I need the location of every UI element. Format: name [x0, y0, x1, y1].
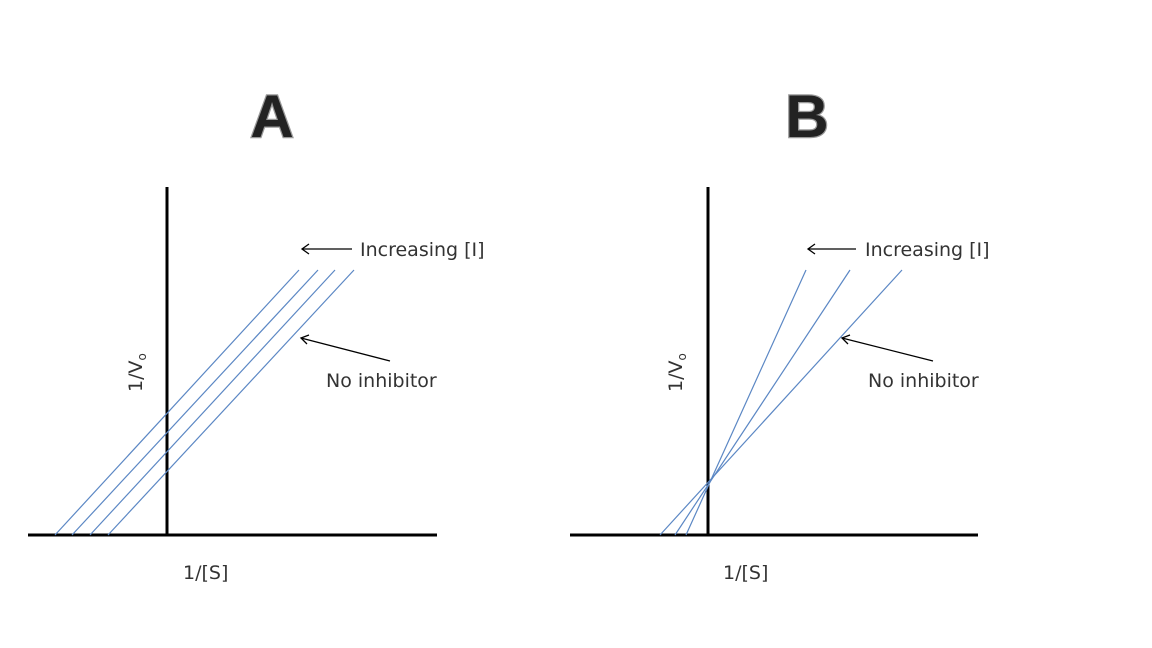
panel-a-x-axis-label: 1/[S]: [183, 562, 228, 584]
panel-b-line-3: [685, 269, 807, 536]
panel-a-y-axis-label: 1/Vo: [125, 353, 149, 392]
panel-a-line-3: [89, 269, 336, 536]
panel-a-no-inhibitor-arrow: [299, 334, 391, 362]
panel-a-no-inhibitor-label: No inhibitor: [326, 370, 437, 392]
panel-b: B Increasing [I] No inhibitor 1/Vo 1/[S]: [570, 82, 990, 584]
panel-a-line-2: [71, 269, 319, 536]
panel-a-line-4: [107, 269, 355, 536]
panel-b-y-axis-label: 1/Vo: [665, 353, 689, 392]
panel-b-x-axis-label: 1/[S]: [723, 562, 768, 584]
panel-a-line-1: [54, 269, 300, 536]
panel-b-increasing-label: Increasing [I]: [865, 239, 990, 261]
panel-b-line-1: [659, 269, 903, 536]
panel-a-increasing-arrow: [300, 243, 352, 255]
panel-b-increasing-arrow: [806, 243, 856, 255]
panel-a-increasing-label: Increasing [I]: [360, 239, 485, 261]
panel-b-line-2: [674, 269, 851, 536]
panel-a-title: A: [250, 83, 293, 150]
panel-b-no-inhibitor-arrow: [840, 334, 934, 362]
panel-b-no-inhibitor-label: No inhibitor: [868, 370, 979, 392]
panel-b-title: B: [785, 83, 828, 150]
panel-a: A Increasing [I] No inhibitor 1/Vo 1/[S]: [28, 82, 485, 584]
